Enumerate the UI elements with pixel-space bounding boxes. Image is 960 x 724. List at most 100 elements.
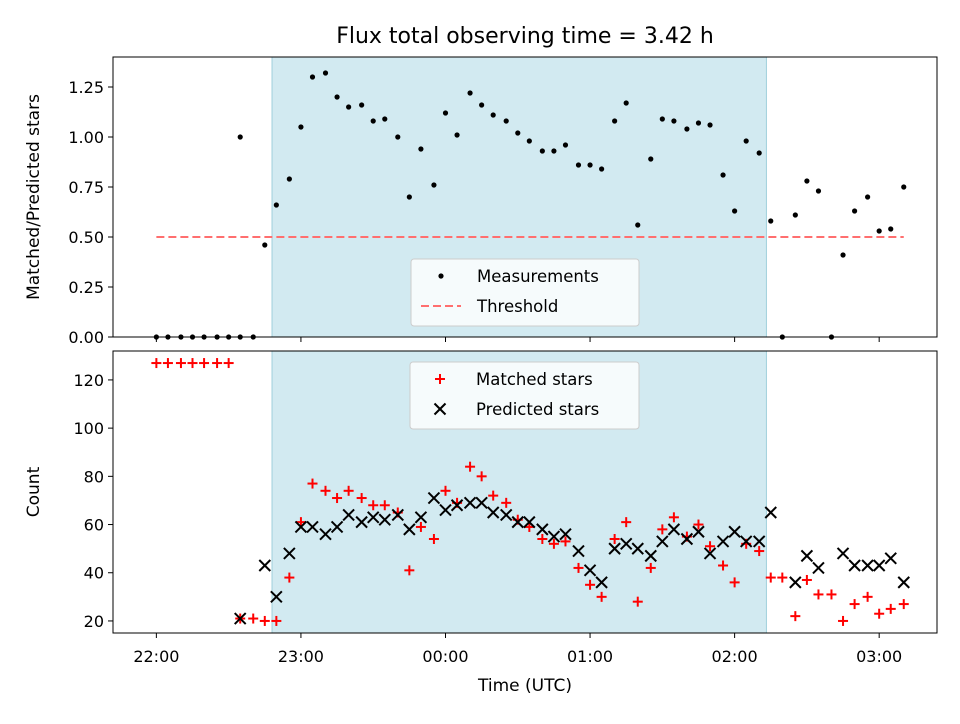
matched-star-point bbox=[596, 591, 607, 602]
top-ytick-label: 1.00 bbox=[68, 128, 104, 147]
matched-star-point bbox=[705, 541, 716, 552]
bot-ytick-label: 120 bbox=[73, 371, 104, 390]
measurement-point bbox=[707, 122, 713, 128]
matched-star-point bbox=[560, 536, 571, 547]
predicted-star-point bbox=[572, 544, 585, 558]
predicted-star-point bbox=[511, 515, 524, 529]
legend-matched-marker bbox=[435, 374, 445, 384]
measurement-point bbox=[431, 182, 437, 188]
matched-star-point bbox=[187, 358, 198, 369]
predicted-star-point bbox=[872, 559, 886, 572]
measurement-point bbox=[406, 194, 412, 200]
measurement-point bbox=[359, 102, 365, 108]
bottom-xtick-label: 02:00 bbox=[712, 647, 758, 666]
matched-star-point bbox=[162, 358, 173, 369]
bot-legend-entry-label: Matched stars bbox=[476, 370, 593, 389]
predicted-star-point bbox=[764, 506, 777, 519]
bot-ytick-label: 40 bbox=[84, 564, 104, 583]
measurement-point bbox=[671, 118, 677, 124]
predicted-star-point bbox=[667, 523, 681, 536]
bot-ytick-label: 80 bbox=[84, 467, 104, 486]
measurement-point bbox=[840, 252, 846, 258]
measurement-point bbox=[635, 222, 641, 228]
matched-star-point bbox=[898, 599, 909, 610]
predicted-star-point bbox=[608, 542, 621, 555]
measurement-point bbox=[382, 116, 388, 122]
bottom-panel: 20 40 60 80 100 120 22:00 23:00 00:00 01:00 02:00… bbox=[24, 350, 938, 696]
bottom-xtick-label: 01:00 bbox=[567, 647, 613, 666]
matched-star-point bbox=[415, 521, 426, 532]
measurement-point bbox=[526, 138, 532, 144]
predicted-star-point bbox=[812, 561, 825, 575]
measurement-point bbox=[695, 120, 702, 126]
predicted-star-point bbox=[439, 503, 452, 517]
top-ytick-label: 0.75 bbox=[68, 178, 104, 197]
measurement-point bbox=[587, 162, 593, 168]
measurement-point bbox=[309, 74, 316, 80]
measurement-point bbox=[479, 102, 485, 108]
measurement-point bbox=[888, 226, 894, 232]
bottom-xtick-label: 22:00 bbox=[133, 647, 179, 666]
measurement-point bbox=[454, 132, 460, 138]
measurement-point bbox=[876, 228, 882, 234]
matched-star-point bbox=[320, 485, 331, 496]
bottom-x-axis-label: Time (UTC) bbox=[477, 676, 572, 696]
matched-star-point bbox=[790, 611, 801, 622]
measurement-point bbox=[684, 126, 690, 132]
measurement-point bbox=[852, 208, 858, 214]
matched-star-point bbox=[632, 596, 643, 607]
predicted-star-point bbox=[800, 549, 814, 563]
predicted-star-point bbox=[836, 547, 850, 560]
measurement-point bbox=[659, 116, 665, 122]
matched-star-point bbox=[585, 579, 596, 590]
matched-star-point bbox=[476, 471, 487, 482]
measurement-point bbox=[792, 212, 798, 218]
bottom-xtick-label: 00:00 bbox=[422, 647, 468, 666]
measurement-point bbox=[298, 124, 304, 130]
matched-star-point bbox=[151, 358, 162, 369]
measurement-point bbox=[804, 178, 810, 184]
matched-star-point bbox=[537, 534, 548, 544]
predicted-star-point bbox=[897, 576, 910, 589]
bot-legend-entry-label: Predicted stars bbox=[476, 400, 599, 419]
matched-star-point bbox=[332, 493, 343, 504]
measurement-point bbox=[418, 146, 424, 152]
measurement-point bbox=[575, 162, 582, 168]
predicted-star-point bbox=[631, 542, 644, 555]
measurement-point bbox=[237, 134, 243, 140]
top-ytick-label: 0.00 bbox=[68, 328, 104, 347]
top-legend-entry-label: Threshold bbox=[476, 297, 558, 316]
bottom-xtick-label: 23:00 bbox=[278, 647, 324, 666]
top-ytick-label: 0.25 bbox=[68, 278, 104, 297]
matched-star-point bbox=[668, 512, 679, 523]
top-y-axis-label: Matched/Predicted stars bbox=[24, 94, 44, 300]
predicted-star-point bbox=[789, 576, 802, 589]
matched-star-point bbox=[862, 591, 873, 602]
predicted-star-point bbox=[342, 508, 355, 522]
predicted-star-point bbox=[547, 530, 561, 543]
measurement-point bbox=[815, 188, 822, 194]
matched-star-point bbox=[621, 517, 632, 528]
legend-measurement-marker bbox=[438, 273, 444, 279]
predicted-star-point bbox=[475, 496, 488, 510]
predicted-star-point bbox=[692, 525, 705, 538]
measurement-point bbox=[612, 118, 618, 124]
bottom-panel-frame bbox=[112, 350, 938, 634]
predicted-star-point bbox=[536, 523, 549, 536]
predicted-star-point bbox=[378, 513, 391, 526]
matched-star-point bbox=[307, 478, 318, 489]
matched-star-point bbox=[718, 560, 729, 571]
measurement-point bbox=[562, 142, 569, 148]
measurement-point bbox=[539, 148, 545, 154]
bottom-xtick-label: 03:00 bbox=[856, 647, 902, 666]
measurement-point bbox=[442, 110, 449, 116]
matched-star-point bbox=[440, 485, 451, 496]
measurement-point bbox=[648, 156, 654, 162]
measurement-point bbox=[865, 194, 871, 200]
measurement-point bbox=[273, 202, 279, 208]
measurement-point bbox=[467, 90, 473, 96]
matched-star-point bbox=[765, 572, 776, 583]
matched-star-point bbox=[271, 615, 282, 626]
predicted-star-point bbox=[234, 612, 247, 625]
predicted-star-point bbox=[595, 576, 608, 589]
